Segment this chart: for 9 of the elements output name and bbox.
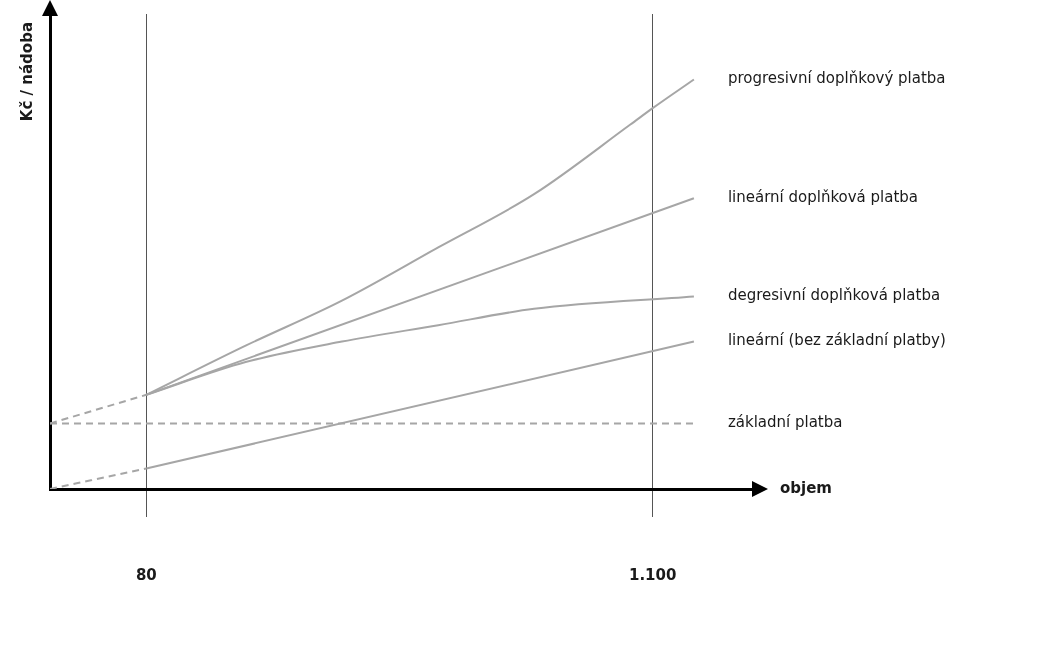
x-axis-title: objem xyxy=(780,478,832,497)
y-axis-title: Kč / nádoba xyxy=(17,22,36,122)
text: lineární (bez základní platby) xyxy=(727,331,946,350)
text: degresivní doplňková platba xyxy=(727,286,941,305)
x-tick-label: 80 xyxy=(135,565,157,584)
x-tick-label: 1.100 xyxy=(628,565,677,584)
text: lineární doplňková platba xyxy=(727,188,919,207)
text: progresivní doplňkový platba xyxy=(727,69,946,88)
text: základní platba xyxy=(727,413,843,432)
